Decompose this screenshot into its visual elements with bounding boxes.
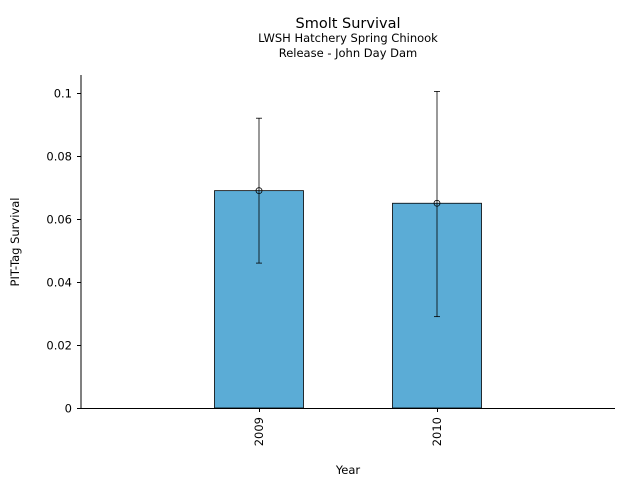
x-axis-label: Year xyxy=(335,463,361,477)
x-tick-label-2010: 2010 xyxy=(430,417,444,446)
y-axis-label: PIT-Tag Survival xyxy=(8,198,22,287)
chart-title: Smolt Survival xyxy=(296,16,401,32)
y-tick-label: 0.04 xyxy=(46,276,72,290)
y-tick-label: 0.06 xyxy=(46,213,72,227)
chart-subtitle-line-2: Release - John Day Dam xyxy=(279,46,418,60)
y-tick-label: 0.02 xyxy=(46,339,72,353)
y-tick-label: 0 xyxy=(65,402,72,416)
point-marker-2009 xyxy=(255,187,263,195)
x-tick-label-2009: 2009 xyxy=(252,417,266,446)
chart-subtitle-line-1: LWSH Hatchery Spring Chinook xyxy=(258,31,438,45)
y-tick-label: 0.1 xyxy=(54,87,72,101)
plot-area: 0 0.02 0.04 0.06 0.08 0.1 2009 2010 xyxy=(46,87,482,446)
point-marker-2010 xyxy=(433,199,441,207)
y-tick-label: 0.08 xyxy=(46,150,72,164)
